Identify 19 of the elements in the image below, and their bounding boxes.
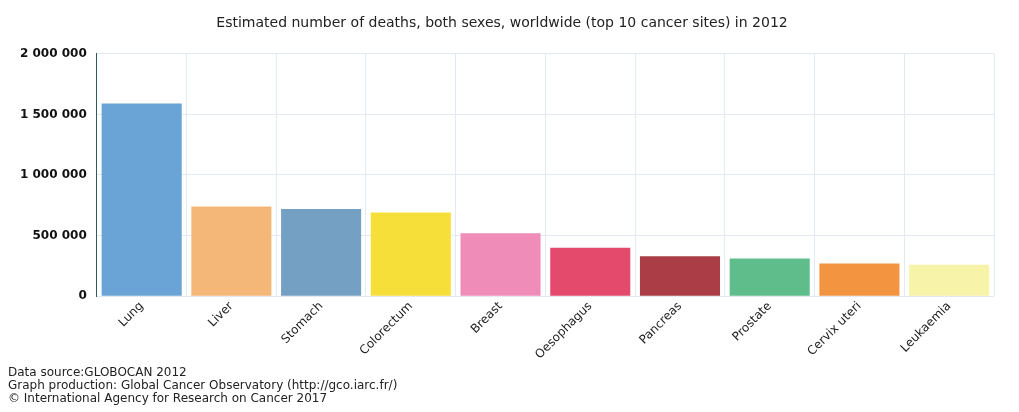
text: © International Agency for Research on Cancer 2017 bbox=[8, 391, 328, 405]
chart-title: Estimated number of deaths, both sexes, worldwide (top 10 cancer sites) in 2012 bbox=[216, 14, 788, 31]
bar bbox=[101, 103, 182, 296]
text: Graph production: Global Cancer Observatory (http://gco.iarc.fr/) bbox=[8, 378, 398, 392]
bar bbox=[639, 256, 721, 296]
source-note: Data source:GLOBOCAN 2012 bbox=[8, 365, 188, 379]
bar bbox=[370, 212, 451, 296]
y-tick-label: 0 bbox=[78, 288, 87, 303]
y-tick-label: 500 000 bbox=[32, 227, 87, 242]
y-tick-label: 1 500 000 bbox=[19, 106, 87, 121]
bar bbox=[191, 206, 272, 296]
bar bbox=[819, 263, 900, 296]
bar bbox=[550, 247, 631, 296]
bar bbox=[281, 208, 362, 296]
y-tick-label: 2 000 000 bbox=[19, 45, 87, 60]
bar bbox=[460, 233, 541, 296]
bar bbox=[729, 258, 810, 296]
y-tick-label: 1 000 000 bbox=[19, 167, 87, 182]
bar bbox=[909, 264, 990, 296]
